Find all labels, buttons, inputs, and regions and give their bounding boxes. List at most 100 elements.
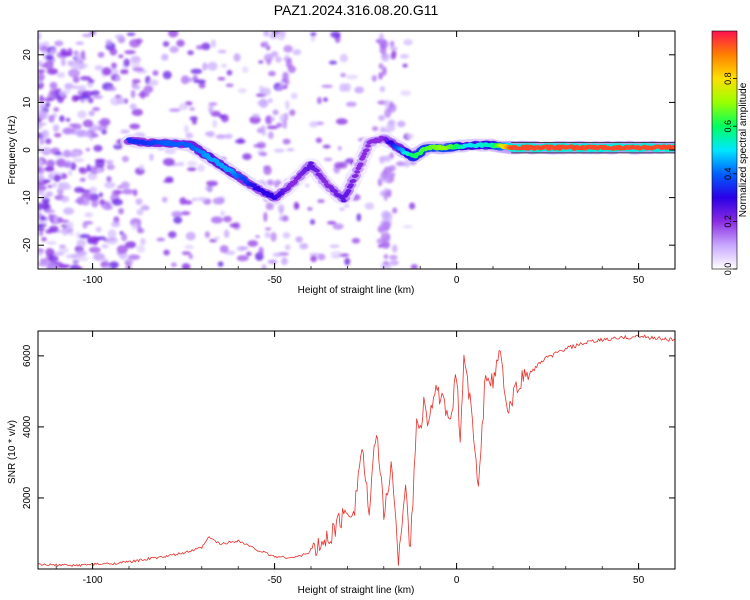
noise-blob — [81, 33, 93, 38]
noise-blob — [160, 53, 169, 61]
noise-blob — [345, 158, 356, 164]
noise-blob — [255, 234, 260, 239]
noise-blob — [56, 88, 62, 92]
noise-blob — [299, 243, 309, 250]
noise-blob — [408, 202, 416, 210]
noise-blob — [68, 170, 73, 176]
noise-blob — [190, 68, 203, 74]
noise-blob — [317, 199, 325, 204]
noise-blob — [167, 231, 177, 239]
colorbar-tick-label: 0.2 — [723, 215, 733, 228]
noise-blob — [82, 221, 88, 229]
x-tick-label: 0 — [454, 275, 460, 286]
noise-blob — [389, 101, 394, 109]
noise-blob — [168, 31, 179, 38]
noise-blob — [59, 115, 65, 122]
noise-blob — [391, 244, 398, 253]
noise-blob — [161, 196, 168, 203]
x-tick-label: 0 — [454, 575, 460, 586]
noise-blob — [210, 216, 223, 224]
noise-blob — [38, 185, 47, 191]
noise-blob — [385, 154, 391, 163]
noise-blob — [380, 262, 387, 269]
noise-blob — [115, 75, 121, 82]
ridge-blob — [360, 154, 367, 159]
noise-blob — [181, 263, 191, 269]
noise-blob — [340, 72, 347, 78]
noise-blob — [88, 110, 95, 117]
noise-blob — [339, 83, 348, 92]
noise-blob — [77, 62, 89, 69]
ridge-blob — [350, 178, 357, 183]
noise-blob — [38, 111, 43, 120]
noise-blob — [264, 227, 272, 231]
noise-blob — [53, 174, 61, 183]
noise-blob — [45, 241, 57, 245]
noise-blob — [256, 127, 264, 134]
noise-blob — [390, 52, 396, 60]
noise-blob — [332, 223, 344, 230]
noise-blob — [328, 60, 338, 65]
ridge-blob — [308, 161, 314, 165]
noise-blob — [290, 92, 298, 100]
noise-blob — [162, 41, 170, 47]
noise-blob — [38, 122, 43, 130]
noise-blob — [309, 121, 319, 128]
noise-blob — [143, 85, 154, 94]
noise-blob — [383, 254, 389, 259]
noise-blob — [72, 266, 81, 269]
noise-blob — [206, 130, 215, 138]
noise-blob — [212, 119, 218, 128]
noise-blob — [71, 85, 80, 89]
noise-blob — [38, 261, 50, 267]
noise-blob — [189, 107, 195, 111]
noise-blob — [392, 207, 398, 214]
noise-blob — [321, 84, 334, 88]
colorbar-tick-label: 0.4 — [723, 168, 733, 181]
ridge-blob — [279, 191, 285, 196]
x-tick-label: -50 — [267, 575, 282, 586]
noise-blob — [220, 114, 229, 123]
noise-blob — [64, 82, 74, 90]
noise-blob — [38, 159, 44, 168]
noise-blob — [236, 255, 249, 262]
noise-blob — [351, 237, 361, 244]
noise-blob — [43, 97, 55, 102]
noise-blob — [323, 157, 333, 162]
noise-blob — [272, 252, 282, 257]
noise-blob — [335, 118, 348, 125]
noise-blob — [163, 249, 170, 256]
noise-blob — [98, 192, 103, 198]
noise-blob — [125, 265, 132, 269]
noise-blob — [87, 172, 98, 181]
noise-blob — [124, 241, 137, 249]
noise-blob — [330, 251, 342, 256]
noise-blob — [39, 258, 47, 263]
noise-blob — [74, 199, 84, 203]
noise-blob — [107, 86, 117, 92]
noise-blob — [246, 251, 252, 257]
noise-blob — [317, 253, 326, 261]
noise-blob — [45, 248, 54, 257]
y-tick-label: 10 — [22, 96, 33, 108]
noise-blob — [263, 31, 270, 37]
noise-blob — [179, 197, 187, 205]
noise-blob — [79, 177, 86, 182]
noise-blob — [185, 132, 194, 139]
noise-blob — [194, 79, 207, 84]
noise-blob — [345, 101, 357, 107]
noise-blob — [78, 85, 86, 92]
noise-blob — [38, 46, 48, 52]
noise-blob — [39, 95, 44, 103]
noise-blob — [323, 97, 328, 102]
noise-blob — [68, 231, 74, 236]
noise-blob — [210, 110, 221, 117]
ridge-blob — [200, 150, 206, 155]
noise-blob — [283, 45, 293, 53]
ridge-blob — [322, 180, 329, 184]
noise-blob — [82, 119, 94, 128]
noise-blob — [45, 138, 52, 145]
y-tick-label: 4000 — [22, 415, 33, 438]
noise-blob — [217, 261, 224, 267]
noise-blob — [88, 97, 94, 104]
